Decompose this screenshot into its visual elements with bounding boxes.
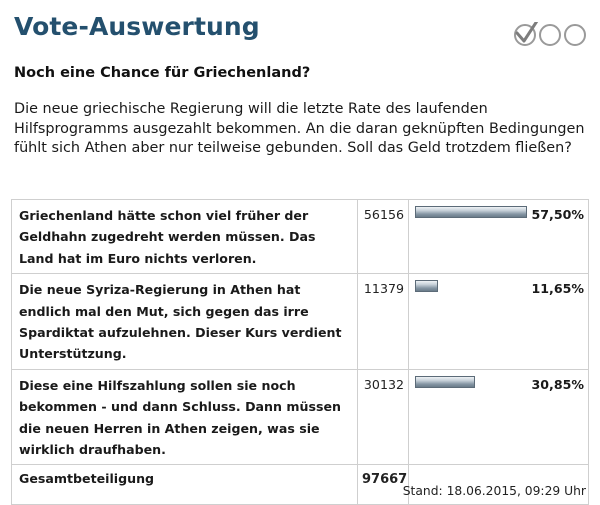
option-text: Griechenland hätte schon viel früher der… xyxy=(11,198,358,275)
empty-circle-icon xyxy=(539,24,561,46)
total-label: Gesamtbeteiligung xyxy=(11,464,358,505)
vote-percent: 11,65% xyxy=(531,281,584,297)
total-row: Gesamtbeteiligung 97667 xyxy=(11,464,589,505)
result-bar-cell: 11,65% xyxy=(408,273,589,370)
option-text: Die neue Syriza-Regierung in Athen hat e… xyxy=(11,273,358,370)
empty-circle-icon xyxy=(564,24,586,46)
vote-percent: 57,50% xyxy=(531,207,584,222)
page-title: Vote-Auswertung xyxy=(14,12,260,41)
result-row: Griechenland hätte schon viel früher der… xyxy=(11,198,589,275)
vote-percent: 30,85% xyxy=(531,376,584,392)
result-bar xyxy=(415,206,527,218)
result-bar-cell: 30,85% xyxy=(408,368,589,466)
poll-question: Noch eine Chance für Griechenland? xyxy=(14,65,311,81)
result-bar xyxy=(415,280,438,293)
vote-count: 56156 xyxy=(357,198,409,275)
vote-count: 30132 xyxy=(357,368,409,466)
total-count: 97667 xyxy=(357,464,409,505)
option-text: Diese eine Hilfszahlung sollen sie noch … xyxy=(11,368,358,466)
poll-intro: Die neue griechische Regierung will die … xyxy=(14,101,585,157)
checked-circle-icon xyxy=(514,24,536,46)
result-row: Die neue Syriza-Regierung in Athen hat e… xyxy=(11,273,589,370)
total-empty-cell xyxy=(408,464,589,505)
result-row: Diese eine Hilfszahlung sollen sie noch … xyxy=(11,368,589,466)
result-bar-cell: 57,50% xyxy=(408,198,589,275)
vote-count: 11379 xyxy=(357,273,409,370)
poll-logo-icon xyxy=(514,22,586,46)
timestamp: Stand: 18.06.2015, 09:29 Uhr xyxy=(402,484,586,498)
result-bar xyxy=(415,375,475,388)
results-table: Griechenland hätte schon viel früher der… xyxy=(11,198,589,505)
checkmark-icon xyxy=(515,22,539,43)
